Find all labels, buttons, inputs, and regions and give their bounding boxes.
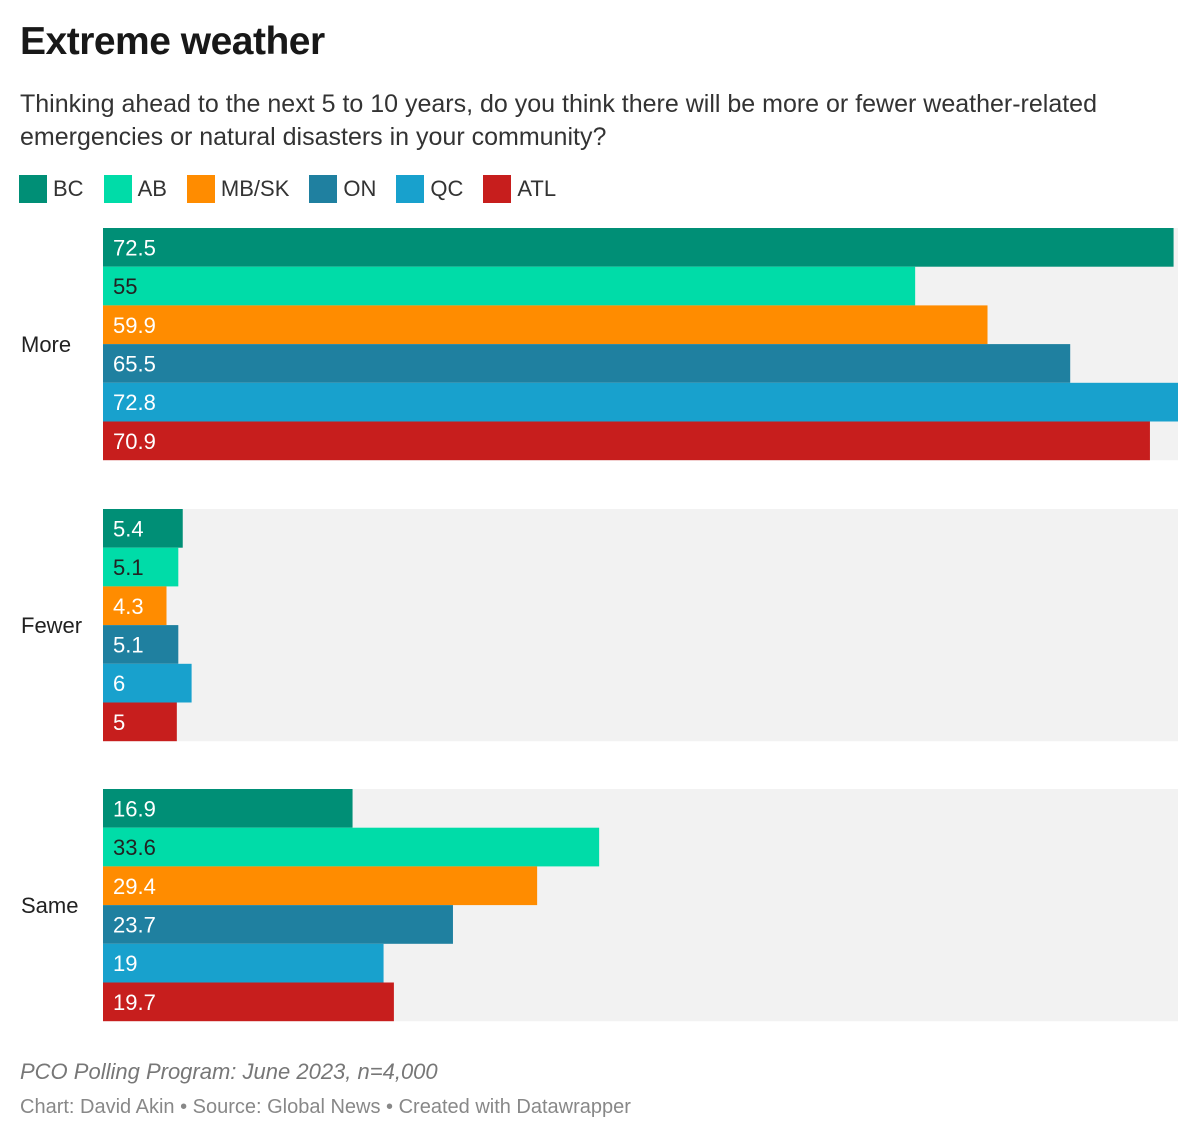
bar-fewer-on (103, 625, 179, 664)
data-label: 4.3 (113, 594, 144, 619)
legend-swatch (483, 175, 512, 203)
bar-same-on (103, 905, 453, 944)
legend-item-atl: ATL (483, 175, 556, 203)
footer-credit: Chart: David Akin • Source: Global News … (20, 1096, 631, 1118)
data-label: 72.5 (113, 235, 156, 260)
data-label: 19 (113, 951, 137, 976)
category-label: Fewer (21, 613, 82, 638)
data-label: 70.9 (113, 429, 156, 454)
legend-swatch (103, 175, 132, 203)
legend-label: ON (343, 176, 377, 201)
bar-fewer-mb-sk (103, 586, 167, 626)
bar-fewer-bc (103, 509, 183, 548)
legend-item-qc: QC (396, 175, 463, 203)
footer-note: PCO Polling Program: June 2023, n=4,000 (20, 1059, 438, 1084)
data-label: 19.7 (113, 990, 156, 1015)
data-label: 23.7 (113, 912, 156, 937)
legend-label: QC (430, 176, 464, 201)
legend-swatch (186, 175, 215, 203)
bar-same-ab (103, 827, 600, 867)
bar-same-qc (103, 943, 384, 983)
data-label: 5.4 (113, 516, 144, 541)
bar-more-bc (103, 228, 1174, 267)
legend-item-mb-sk: MB/SK (186, 175, 290, 203)
category-label: Same (21, 893, 78, 918)
legend-item-ab: AB (103, 175, 167, 203)
category-label: More (21, 332, 71, 357)
group-background (103, 509, 1178, 742)
bar-same-atl (103, 982, 394, 1022)
legend-label: AB (137, 176, 167, 201)
data-label: 16.9 (113, 796, 156, 821)
data-label: 5.1 (113, 632, 144, 657)
chart-title: Extreme weather (20, 20, 325, 63)
bar-more-atl (103, 421, 1150, 461)
bar-more-qc (103, 382, 1178, 422)
data-label: 6 (113, 671, 125, 696)
legend-swatch (396, 175, 425, 203)
data-label: 29.4 (113, 874, 156, 899)
legend-swatch (19, 175, 47, 203)
bar-more-on (103, 344, 1071, 383)
bar-fewer-atl (103, 702, 177, 742)
legend-label: MB/SK (220, 176, 290, 201)
bar-more-mb-sk (103, 305, 988, 345)
bar-more-ab (103, 266, 916, 306)
legend-label: ATL (517, 176, 557, 201)
data-label: 72.8 (113, 390, 156, 415)
legend-swatch (309, 175, 338, 203)
data-label: 33.6 (113, 835, 156, 860)
data-label: 59.9 (113, 313, 156, 338)
data-label: 5 (113, 710, 125, 735)
bar-same-bc (103, 789, 353, 828)
bar-fewer-ab (103, 547, 179, 587)
legend-item-bc: BC (19, 175, 84, 203)
bar-same-mb-sk (103, 866, 538, 906)
legend-label: BC (53, 176, 84, 201)
data-label: 65.5 (113, 351, 156, 376)
legend: BC AB MB/SK ON QC ATL (19, 175, 576, 203)
data-label: 5.1 (113, 555, 144, 580)
bar-fewer-qc (103, 663, 192, 703)
chart-subtitle: Thinking ahead to the next 5 to 10 years… (20, 90, 1097, 151)
data-label: 55 (113, 274, 137, 299)
legend-item-on: ON (309, 175, 376, 203)
